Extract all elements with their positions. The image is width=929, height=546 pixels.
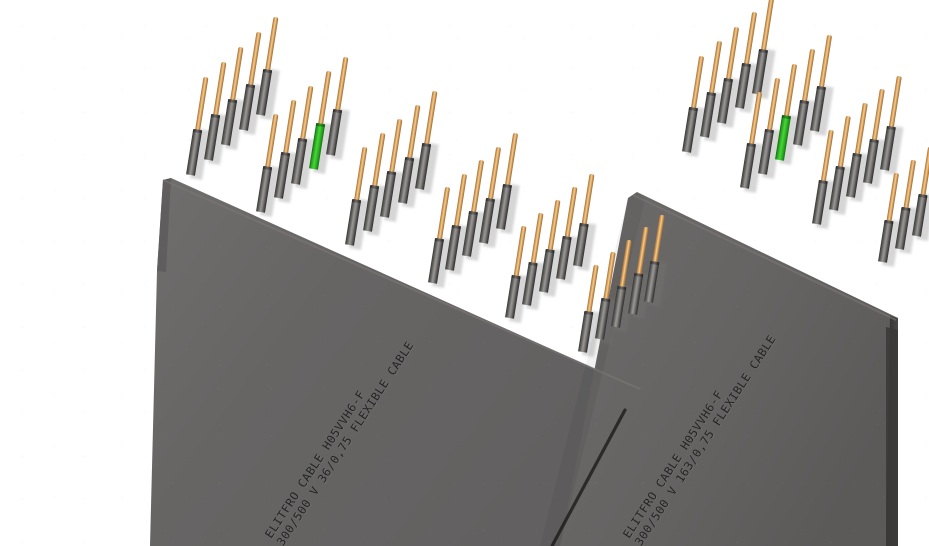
cable-overlap-seam <box>550 408 627 546</box>
insulation-cut-edge <box>918 193 928 198</box>
left-top-edge-highlight <box>162 179 641 390</box>
cable-body-left <box>150 178 640 546</box>
cable-body-left-bevel <box>157 178 171 272</box>
insulation-cut-edge <box>758 48 768 53</box>
insulation-cut-edge <box>451 224 461 229</box>
insulation-cut-edge <box>886 125 896 130</box>
right-top-edge-highlight <box>632 194 897 321</box>
insulation-cut-edge <box>649 260 660 265</box>
insulation-cut-edge <box>297 137 308 142</box>
insulation-cut-edge <box>781 114 791 119</box>
cable-body-right-edge-lower <box>886 327 898 546</box>
cable-body-right <box>560 192 898 546</box>
